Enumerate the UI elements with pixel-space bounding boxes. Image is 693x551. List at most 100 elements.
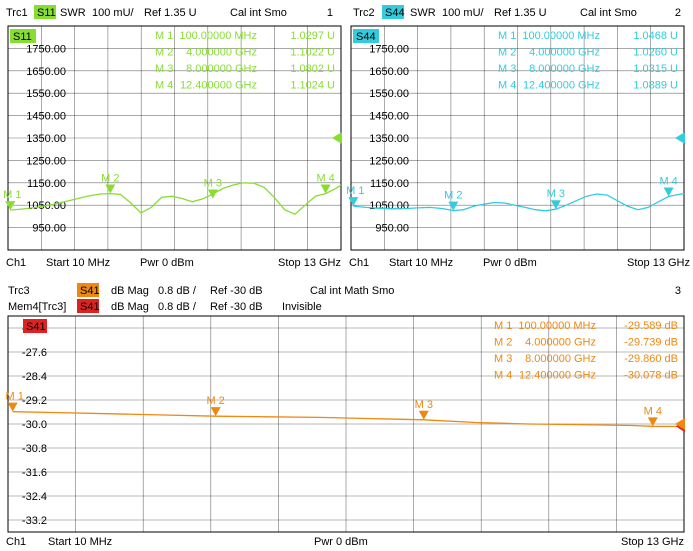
svg-text:M 1: M 1	[3, 189, 21, 201]
memory-status: Invisible	[282, 301, 322, 313]
marker-info-label: M 4	[498, 80, 516, 92]
svg-text:M 2: M 2	[101, 173, 119, 185]
reference-level-arrow[interactable]	[675, 132, 685, 144]
footer-stop[interactable]: Stop 13 GHz	[278, 257, 341, 269]
svg-text:M 2: M 2	[206, 395, 224, 407]
marker-info-value: 1.0260 U	[633, 47, 678, 59]
marker-info-freq: 100.00000 MHz	[522, 30, 600, 42]
marker-info-label: M 2	[498, 47, 516, 59]
y-tick-label: 1250.00	[26, 155, 66, 167]
svg-text:M 3: M 3	[415, 399, 433, 411]
y-tick-label: 1150.00	[370, 178, 409, 190]
y-tick-label: 1450.00	[26, 111, 66, 123]
marker-info-freq: 12.400000 GHz	[523, 80, 600, 92]
trace-format: dB Mag	[111, 285, 149, 297]
marker-m2[interactable]: M 2	[444, 190, 462, 211]
marker-info-freq: 4.000000 GHz	[525, 337, 596, 349]
marker-info-table: M 1 100.00000 MHz -29.589 dB M 2 4.000000 GH…	[494, 320, 678, 382]
marker-info-value: 1.0468 U	[633, 30, 678, 42]
svg-text:S11: S11	[37, 7, 56, 19]
marker-info-value: 1.0889 U	[633, 80, 678, 92]
footer-power[interactable]: Pwr 0 dBm	[314, 536, 368, 548]
marker-m1[interactable]: M 1	[3, 189, 21, 211]
marker-info-label: M 3	[494, 353, 512, 365]
diagram-number: 3	[675, 285, 681, 297]
marker-info-value: -29.739 dB	[624, 337, 678, 349]
y-tick-label: 1550.00	[369, 88, 409, 100]
trace-format: SWR	[60, 7, 86, 19]
marker-m2[interactable]: M 2	[101, 173, 119, 194]
trace-scale: 100 mU/	[92, 7, 135, 19]
trace-cal-status: Cal int Smo	[230, 7, 287, 19]
trace-param-badge: S44	[382, 5, 405, 19]
footer-start[interactable]: Start 10 MHz	[46, 257, 110, 269]
svg-text:M 1: M 1	[6, 391, 24, 403]
channel-panel-2: 1750.00 1650.00 1550.00 1450.00 1350.00 1250.…	[346, 7, 690, 269]
marker-info-freq: 8.000000 GHz	[529, 63, 600, 75]
footer-stop[interactable]: Stop 13 GHz	[627, 257, 690, 269]
trace-line	[12, 411, 685, 428]
marker-m2[interactable]: M 2	[206, 395, 225, 417]
marker-info-value: -29.860 dB	[624, 353, 678, 365]
reference-level-arrow[interactable]	[675, 418, 685, 430]
y-tick-label: 1650.00	[369, 66, 409, 78]
y-tick-label: 1750.00	[26, 43, 66, 55]
plot-trace-badge: S41	[23, 319, 47, 333]
trace-header-1[interactable]: Trc1 SWR 100 mU/Ref 1.35 U Cal int Smo 1	[6, 7, 333, 19]
y-tick-label: -33.2	[22, 515, 47, 527]
memory-ref: Ref -30 dB	[210, 301, 263, 313]
marker-info-label: M 4	[155, 80, 173, 92]
svg-text:S11: S11	[13, 31, 32, 43]
y-tick-label: 1150.00	[27, 178, 66, 190]
footer-power[interactable]: Pwr 0 dBm	[483, 257, 537, 269]
marker-m3[interactable]: M 3	[547, 188, 565, 210]
marker-info-table: M 1 100.00000 MHz 1.0468 U M 2 4.000000 GHz 1…	[498, 30, 678, 92]
y-tick-label: -32.4	[22, 491, 47, 503]
marker-info-value: 1.0802 U	[290, 63, 335, 75]
svg-text:S41: S41	[80, 301, 100, 313]
marker-m4[interactable]: M 4	[644, 405, 662, 427]
footer-start[interactable]: Start 10 MHz	[389, 257, 453, 269]
trace-line	[10, 182, 342, 215]
y-tick-label: 1350.00	[26, 133, 66, 145]
y-tick-label: 950.00	[32, 223, 66, 235]
marker-m3[interactable]: M 3	[415, 399, 433, 420]
trace-cal-status: Cal int Math Smo	[310, 285, 394, 297]
trace-ref: Ref -30 dB	[210, 285, 263, 297]
footer-start[interactable]: Start 10 MHz	[48, 536, 112, 548]
footer-stop[interactable]: Stop 13 GHz	[621, 536, 684, 548]
y-tick-label: 1550.00	[26, 88, 66, 100]
diagram-number: 2	[675, 7, 681, 19]
trace-scale: 100 mU/	[442, 7, 485, 19]
trace-name: Trc2	[353, 7, 375, 19]
marker-info-label: M 2	[155, 47, 173, 59]
memory-scale: 0.8 dB /	[158, 301, 197, 313]
marker-info-value: -30.078 dB	[624, 370, 678, 382]
marker-m4[interactable]: M 4	[316, 173, 335, 194]
trace-header-3[interactable]: Trc3 dB Mag 0.8 dB / Ref -30 dB Cal int Math…	[8, 285, 681, 297]
marker-m1[interactable]: M 1	[6, 391, 24, 412]
marker-info-freq: 8.000000 GHz	[525, 353, 596, 365]
trace-param-badge: S41	[77, 283, 100, 297]
reference-level-arrow[interactable]	[332, 132, 342, 144]
trace-name: Trc3	[8, 285, 30, 297]
channel-footer-1: Ch1 Start 10 MHz Pwr 0 dBm Stop 13 GHz	[6, 257, 341, 269]
marker-m3[interactable]: M 3	[204, 177, 222, 199]
footer-channel: Ch1	[349, 257, 369, 269]
trace-name: Trc1	[6, 7, 28, 19]
svg-text:M 1: M 1	[346, 185, 364, 197]
y-tick-label: 950.00	[375, 223, 409, 235]
memory-trace-header[interactable]: Mem4[Trc3] dB Mag 0.8 dB / Ref -30 dB Invisi…	[8, 301, 322, 313]
marker-m1[interactable]: M 1	[346, 185, 364, 207]
channel-panel-3: -27.6 -28.4 -29.2 -30.0 -30.8 -31.6 -32.4 -33.2…	[6, 285, 685, 548]
marker-info-label: M 4	[494, 370, 512, 382]
trace-header-2[interactable]: Trc2 SWR 100 mU/Ref 1.35 U Cal int Smo 2	[353, 7, 681, 19]
y-tick-label: 1250.00	[369, 155, 409, 167]
trace-cal-status: Cal int Smo	[580, 7, 637, 19]
footer-power[interactable]: Pwr 0 dBm	[140, 257, 194, 269]
marker-m4[interactable]: M 4	[659, 175, 678, 197]
memory-format: dB Mag	[111, 301, 149, 313]
marker-info-value: 1.1024 U	[290, 80, 335, 92]
diagram-number: 1	[327, 7, 333, 19]
marker-info-label: M 3	[498, 63, 516, 75]
